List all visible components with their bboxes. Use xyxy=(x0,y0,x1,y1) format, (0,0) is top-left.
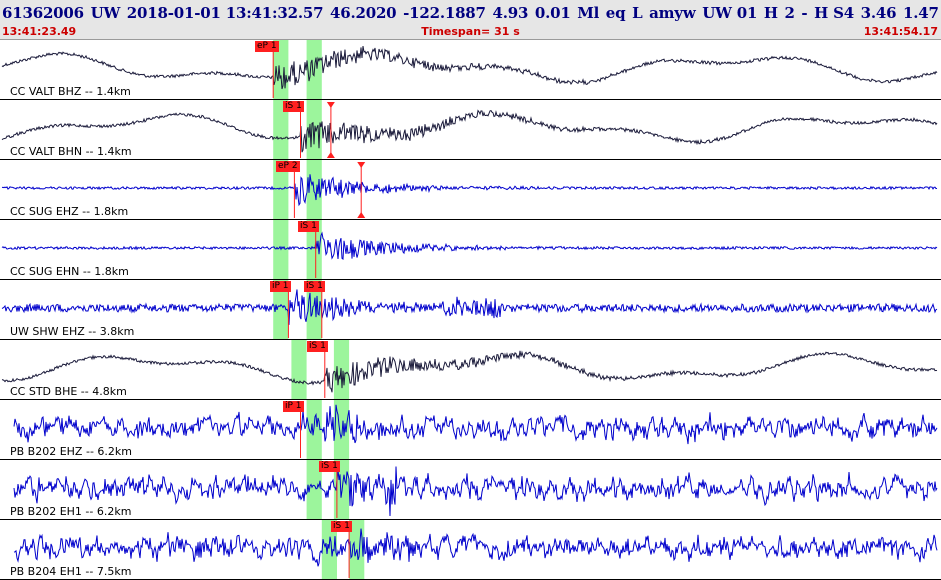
waveform-trace-8 xyxy=(13,528,938,567)
longitude: -122.1887 xyxy=(403,4,486,22)
waveform-trace-6 xyxy=(13,404,938,445)
magnitude: 0.01 xyxy=(534,4,571,22)
pick-label[interactable]: eP 1 xyxy=(255,41,279,52)
pick-label[interactable]: iS 1 xyxy=(298,221,319,232)
pick-window-8-0 xyxy=(321,520,337,580)
trace-label: CC VALT BHN -- 1.4km xyxy=(10,145,132,158)
trace-label: UW SHW EHZ -- 3.8km xyxy=(10,325,135,338)
separator-dash: - xyxy=(801,4,808,22)
quality-num: 2 xyxy=(784,4,795,22)
pick-marker-bottom-2-1 xyxy=(357,212,366,218)
waveform-trace-4 xyxy=(1,289,938,325)
trace-label: CC VALT BHZ -- 1.4km xyxy=(10,85,131,98)
trace-panel[interactable]: eP 1 CC VALT BHZ -- 1.4km iS 1 CC VALT BHN … xyxy=(0,40,941,580)
pick-marker-top-1-1 xyxy=(326,102,335,108)
waveform-canvas[interactable] xyxy=(0,40,941,580)
end-time: 13:41:54.17 xyxy=(863,25,938,38)
pick-window-1-1 xyxy=(306,100,322,160)
pick-label[interactable]: iP 1 xyxy=(283,401,304,412)
pick-window-3-1 xyxy=(306,220,322,280)
event-header: 61362006 UW 2018-01-01 13:41:32.57 46.20… xyxy=(0,0,941,40)
pick-window-4-0 xyxy=(273,280,289,340)
waveform-trace-0 xyxy=(1,46,938,90)
pick-label[interactable]: iS 1 xyxy=(319,461,340,472)
pick-label[interactable]: iS 1 xyxy=(307,341,328,352)
pick-window-5-0 xyxy=(291,340,307,400)
author: amyw xyxy=(649,4,696,22)
trace-label: CC SUG EHN -- 1.8km xyxy=(10,265,129,278)
pick-label[interactable]: iS 1 xyxy=(331,521,352,532)
pick-marker-top-2-1 xyxy=(357,162,366,168)
pick-label[interactable]: eP 2 xyxy=(276,161,300,172)
quality-h: H xyxy=(763,4,778,22)
network-code: UW xyxy=(90,4,121,22)
trace-label: CC STD BHE -- 4.8km xyxy=(10,385,127,398)
pick-label[interactable]: iS 1 xyxy=(304,281,325,292)
pick-label[interactable]: iP 1 xyxy=(270,281,291,292)
pick-marker-bottom-1-1 xyxy=(326,152,335,158)
origin-datetime: 2018-01-01 13:41:32.57 xyxy=(126,4,324,22)
pick-window-1-0 xyxy=(273,100,289,160)
pick-window-7-0 xyxy=(306,460,322,520)
trace-label: PB B202 EHZ -- 6.2km xyxy=(10,445,132,458)
rms: 3.46 xyxy=(860,4,897,22)
timespan: Timespan= 31 s xyxy=(421,25,520,38)
error: 1.47 xyxy=(903,4,939,22)
event-summary: 61362006 UW 2018-01-01 13:41:32.57 46.20… xyxy=(2,2,939,24)
source: UW 01 xyxy=(702,4,758,22)
waveform-trace-1 xyxy=(1,109,938,153)
start-time: 13:41:23.49 xyxy=(2,25,77,38)
pick-label[interactable]: iS 1 xyxy=(283,101,304,112)
depth: 4.93 xyxy=(492,4,529,22)
trace-label: CC SUG EHZ -- 1.8km xyxy=(10,205,129,218)
trace-label: PB B204 EH1 -- 7.5km xyxy=(10,565,132,578)
location-flag: L xyxy=(632,4,643,22)
quality-s: H S4 xyxy=(814,4,854,22)
event-type: eq xyxy=(605,4,626,22)
magnitude-type: Ml xyxy=(577,4,600,22)
event-id: 61362006 xyxy=(2,4,84,22)
waveform-trace-7 xyxy=(13,466,938,517)
latitude: 46.2020 xyxy=(329,4,397,22)
trace-label: PB B202 EH1 -- 6.2km xyxy=(10,505,132,518)
waveform-trace-5 xyxy=(1,350,938,393)
pick-window-2-0 xyxy=(273,160,289,220)
waveform-trace-2 xyxy=(1,174,938,207)
waveform-trace-3 xyxy=(1,231,938,261)
